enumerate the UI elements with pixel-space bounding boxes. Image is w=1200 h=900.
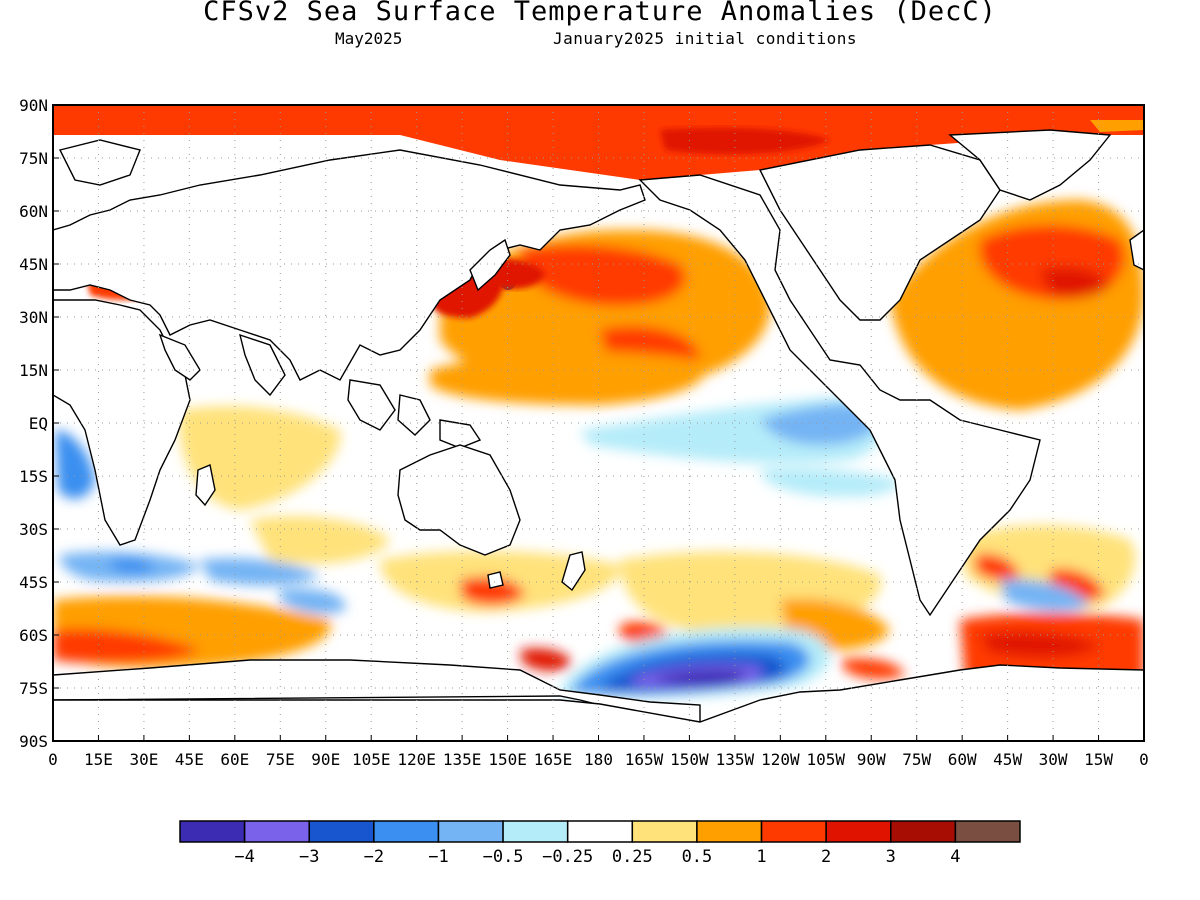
graticule (53, 105, 1144, 741)
land-masses (53, 129, 1144, 741)
colorbar-swatch (566, 820, 634, 843)
chart-title: CFSv2 Sea Surface Temperature Anomalies … (203, 0, 997, 27)
lon-tick-label: 15W (1084, 750, 1113, 769)
colorbar-swatch (954, 820, 1021, 843)
lon-tick-label: 120E (397, 750, 436, 769)
lat-tick-label: 30N (19, 308, 48, 327)
lon-tick-label: 135E (443, 750, 482, 769)
colorbar-swatch (696, 820, 763, 843)
lon-tick-label: 120W (761, 750, 800, 769)
colorbar-swatch (243, 820, 310, 843)
lon-tick-label: 30W (1039, 750, 1068, 769)
lat-tick-label: 60N (19, 202, 48, 221)
lon-tick-label: 180 (584, 750, 613, 769)
colorbar-swatch (631, 820, 698, 843)
latitude-axis: 90N 75N 60N 45N 30N 15N EQ 15S 30S 45S 60S 75S 90S (19, 96, 59, 751)
lon-tick-label: 150W (670, 750, 709, 769)
lat-tick-label: 15S (19, 467, 48, 486)
colorbar-label: 2 (821, 847, 831, 867)
lat-tick-label: EQ (29, 414, 48, 433)
colorbar-swatch (437, 820, 504, 843)
lon-tick-label: 0 (48, 750, 58, 769)
lon-tick-label: 75E (266, 750, 295, 769)
lon-tick-label: 75W (902, 750, 931, 769)
lon-tick-label: 135W (716, 750, 755, 769)
lat-tick-label: 75N (19, 149, 48, 168)
lon-tick-label: 60W (948, 750, 977, 769)
lat-tick-label: 15N (19, 361, 48, 380)
lon-tick-label: 165E (534, 750, 573, 769)
colorbar-label: −4 (234, 847, 254, 867)
colorbar-label: −3 (299, 847, 319, 867)
lon-tick-label: 15E (84, 750, 113, 769)
lon-tick-label: 90E (311, 750, 340, 769)
lon-tick-label: 165W (625, 750, 664, 769)
lon-tick-label: 60E (220, 750, 249, 769)
lat-tick-label: 45N (19, 255, 48, 274)
colorbar: −4 −3 −2 −1 −0.5 −0.25 0.25 0.5 1 2 3 4 (179, 820, 1021, 867)
colorbar-label: 0.25 (612, 847, 653, 867)
colorbar-swatch (502, 820, 569, 843)
colorbar-swatch (179, 820, 246, 843)
lon-tick-label: 30E (129, 750, 158, 769)
longitude-axis: 0 15E 30E 45E 60E 75E 90E 105E 120E 135E 150E 165E 1… (48, 735, 1149, 769)
initial-conditions-label: January2025 initial conditions (553, 29, 857, 48)
lon-tick-label: 45W (993, 750, 1022, 769)
colorbar-swatch (308, 820, 375, 843)
colorbar-swatch (373, 820, 440, 843)
colorbar-label: 0.5 (682, 847, 713, 867)
lon-tick-label: 90W (857, 750, 886, 769)
lat-tick-label: 30S (19, 520, 48, 539)
colorbar-label: 4 (950, 847, 960, 867)
lon-tick-label: 0 (1139, 750, 1149, 769)
colorbar-label: 3 (886, 847, 896, 867)
valid-month-label: May2025 (335, 29, 403, 48)
colorbar-label: −1 (428, 847, 448, 867)
colorbar-swatch (890, 820, 957, 843)
lat-tick-label: 75S (19, 679, 48, 698)
colorbar-label: −0.25 (542, 847, 593, 867)
lat-tick-label: 60S (19, 626, 48, 645)
lon-tick-label: 105W (807, 750, 846, 769)
lat-tick-label: 90S (19, 732, 48, 751)
colorbar-swatch (825, 820, 892, 843)
lon-tick-label: 150E (488, 750, 527, 769)
lat-tick-label: 45S (19, 573, 48, 592)
lon-tick-label: 45E (175, 750, 204, 769)
anomaly-field (53, 105, 1144, 741)
colorbar-label: −0.5 (483, 847, 524, 867)
colorbar-label: 1 (756, 847, 766, 867)
colorbar-label: −2 (364, 847, 384, 867)
lat-tick-label: 90N (19, 96, 48, 115)
colorbar-swatch (760, 820, 827, 843)
lon-tick-label: 105E (352, 750, 391, 769)
